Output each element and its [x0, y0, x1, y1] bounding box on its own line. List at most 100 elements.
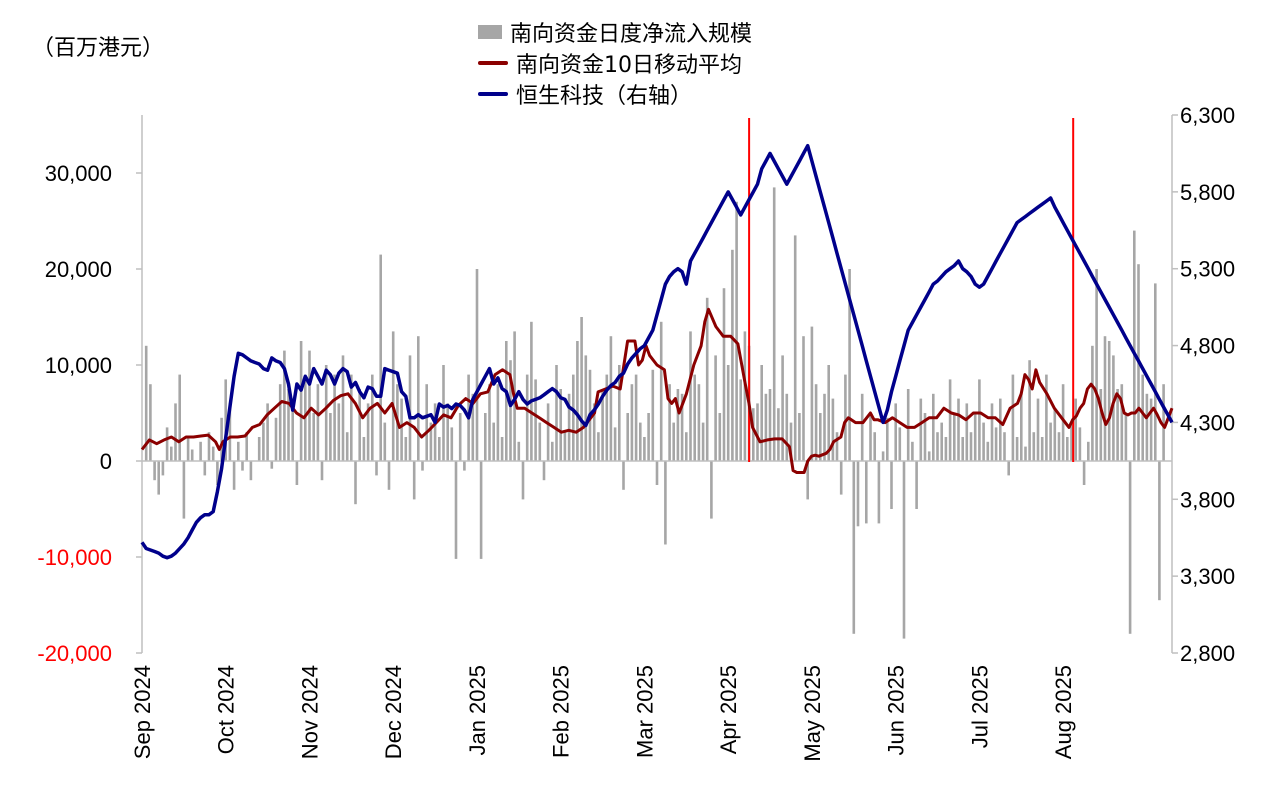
x-tick-label: Nov 2024 — [297, 665, 322, 759]
inflow-bar — [1128, 461, 1132, 634]
right-tick-label: 6,300 — [1180, 103, 1235, 128]
inflow-bar — [182, 461, 186, 519]
inflow-bar — [777, 408, 780, 461]
left-axis-ticks: -20,000 -10,000 0 10,000 20,000 30,000 — [37, 161, 142, 666]
ma10-line — [140, 307, 1174, 474]
inflow-bar — [375, 461, 378, 476]
inflow-bar — [149, 384, 152, 461]
left-tick-label: 20,000 — [45, 257, 112, 282]
inflow-bar — [358, 389, 361, 461]
inflow-bar — [810, 326, 814, 461]
left-axis-unit-label: （百万港元） — [32, 36, 165, 61]
inflow-bar — [1011, 374, 1015, 461]
inflow-bar — [701, 422, 705, 461]
legend-item-daily-inflow: 南向资金日度净流入规模 — [478, 16, 752, 47]
inflow-bar — [312, 413, 315, 461]
inflow-bar — [525, 374, 529, 461]
inflow-bar — [1036, 398, 1040, 461]
inflow-bar — [400, 398, 403, 461]
legend-item-hstech: 恒生科技（右轴） — [478, 78, 752, 109]
inflow-bar — [613, 427, 617, 461]
inflow-bar — [505, 341, 508, 461]
inflow-bar — [1158, 461, 1161, 601]
inflow-bar — [936, 432, 939, 461]
inflow-bar — [458, 413, 462, 461]
inflow-bar — [1116, 389, 1119, 461]
inflow-bar — [1057, 432, 1061, 461]
inflow-bar — [379, 254, 382, 461]
right-tick-label: 5,800 — [1180, 180, 1235, 205]
inflow-bar — [994, 427, 998, 461]
inflow-bar — [1003, 432, 1006, 461]
inflow-bar — [743, 331, 747, 461]
inflow-bar — [383, 422, 387, 461]
inflow-bar — [664, 461, 667, 545]
inflow-bar — [224, 379, 227, 461]
x-tick-label: May 2025 — [800, 665, 825, 762]
inflow-bar — [915, 461, 918, 509]
inflow-bar — [1024, 446, 1027, 461]
inflow-bar — [538, 422, 542, 461]
inflow-bar — [517, 441, 521, 461]
legend-swatch-ma10 — [478, 60, 508, 65]
inflow-bar — [831, 398, 835, 461]
inflow-bar — [785, 393, 789, 461]
x-tick-label: Apr 2025 — [716, 665, 741, 754]
inflow-bar — [345, 432, 349, 461]
inflow-bar — [425, 384, 428, 461]
inflow-bar — [178, 374, 181, 461]
inflow-bar — [689, 331, 692, 461]
legend-label-daily-inflow: 南向资金日度净流入规模 — [510, 21, 753, 47]
inflow-bar — [735, 201, 738, 462]
inflow-bar — [1070, 422, 1073, 461]
inflow-bar — [856, 461, 860, 527]
inflow-bar — [772, 187, 776, 461]
inflow-bar — [1124, 413, 1128, 461]
inflow-bar — [509, 360, 512, 461]
inflow-bar — [228, 403, 232, 461]
inflow-bar — [793, 235, 797, 461]
inflow-bar — [597, 432, 600, 461]
inflow-bar — [601, 389, 604, 461]
inflow-bar — [1162, 384, 1165, 461]
inflow-bar — [798, 413, 801, 461]
inflow-bar — [1074, 398, 1077, 461]
inflow-bar — [685, 432, 688, 461]
inflow-bar — [651, 369, 655, 461]
inflow-bar — [496, 384, 500, 461]
inflow-bar — [789, 422, 793, 461]
inflow-bar — [965, 403, 969, 461]
inflow-bar — [216, 461, 219, 485]
inflow-bar — [969, 432, 973, 461]
inflow-bar — [391, 331, 395, 461]
inflow-bar — [203, 461, 207, 476]
legend-item-ma10: 南向资金10日移动平均 — [478, 47, 752, 78]
inflow-bar — [144, 345, 148, 461]
inflow-bar — [1099, 389, 1103, 461]
inflow-bar — [1145, 393, 1149, 461]
inflow-bar — [174, 403, 177, 461]
inflow-bar — [739, 379, 742, 461]
inflow-bar — [165, 427, 169, 461]
x-axis-ticks: Sep 2024 Oct 2024 Nov 2024 Dec 2024 Jan 2025… — [130, 665, 1076, 762]
inflow-bar — [190, 449, 194, 461]
inflow-bar — [1032, 432, 1036, 461]
inflow-bar — [622, 461, 625, 490]
inflow-bar — [844, 374, 847, 461]
inflow-bar — [643, 437, 646, 461]
inflow-bar — [626, 413, 629, 461]
inflow-bar — [823, 393, 826, 461]
inflow-bar — [680, 393, 684, 461]
inflow-bar — [450, 427, 454, 461]
inflow-bar — [270, 461, 274, 469]
inflow-bar — [500, 437, 504, 461]
inflow-bar — [421, 461, 424, 471]
inflow-bar — [484, 413, 487, 461]
inflow-bar — [940, 422, 943, 461]
inflow-bar — [605, 374, 609, 461]
inflow-bar — [320, 461, 324, 481]
inflow-bar — [982, 422, 985, 461]
inflow-bar — [170, 446, 173, 461]
inflow-bar — [630, 384, 634, 461]
inflow-bar — [337, 403, 341, 461]
